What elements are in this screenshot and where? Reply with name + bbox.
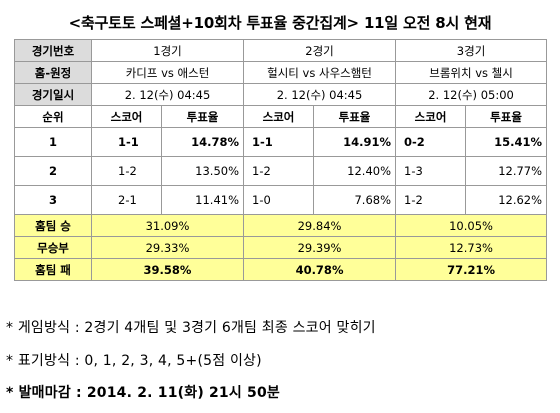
- game-1-rank-2-score: 1-2: [91, 156, 162, 186]
- game-2-rank-1-score: 1-1: [243, 127, 315, 157]
- rank-number: 3: [14, 185, 92, 215]
- game-1-rank-2-rate: 13.50%: [160, 156, 245, 186]
- game-2-datetime: 2. 12(수) 04:45: [243, 83, 397, 106]
- rank-number: 2: [14, 156, 92, 186]
- game-3-home-loss: 77.21%: [395, 258, 548, 281]
- row-label-home-away: 홈-원정: [14, 61, 92, 84]
- game-2-score-header: 스코어: [243, 105, 315, 128]
- game-1-datetime: 2. 12(수) 04:45: [90, 83, 245, 106]
- game-3-rank-2-rate: 12.77%: [465, 156, 548, 186]
- game-1-home-loss: 39.58%: [90, 258, 245, 281]
- vote-rate-table: 경기번호 1경기 2경기 3경기 홈-원정 카디프 vs 애스턴 헐시티 vs …: [14, 39, 548, 281]
- game-3-rank-1-rate: 15.41%: [465, 127, 548, 157]
- rank-number: 1: [14, 127, 92, 157]
- game-1-rank-1-score: 1-1: [91, 127, 162, 157]
- game-3-rank-3-score: 1-2: [395, 185, 467, 215]
- note-notation: * 표기방식 : 0, 1, 2, 3, 4, 5+(5점 이상): [6, 353, 262, 369]
- home-win-row: 홈팀 승 31.09% 29.84% 10.05%: [14, 214, 548, 237]
- game-2-rate-header: 투표율: [313, 105, 397, 128]
- game-3-score-header: 스코어: [395, 105, 467, 128]
- game-3-datetime: 2. 12(수) 05:00: [395, 83, 548, 106]
- game-2-rank-3-rate: 7.68%: [313, 185, 397, 215]
- game-2-rank-2-score: 1-2: [243, 156, 315, 186]
- game-2-rank-1-rate: 14.91%: [313, 127, 397, 157]
- game-1-rank-3-score: 2-1: [91, 185, 162, 215]
- game-2-draw: 29.39%: [243, 236, 397, 259]
- game-3-rank-1-score: 0-2: [395, 127, 467, 157]
- game-3-rank-2-score: 1-3: [395, 156, 467, 186]
- row-label-home-win: 홈팀 승: [14, 214, 92, 237]
- note-sales-deadline: * 발매마감 : 2014. 2. 11(화) 21시 50분: [6, 385, 280, 401]
- rank-row-3: 3 2-1 11.41% 1-0 7.68% 1-2 12.62%: [14, 185, 548, 215]
- row-label-draw: 무승부: [14, 236, 92, 259]
- game-2-home-win: 29.84%: [243, 214, 397, 237]
- row-label-rank: 순위: [14, 105, 92, 128]
- game-1-score-header: 스코어: [91, 105, 162, 128]
- home-loss-row: 홈팀 패 39.58% 40.78% 77.21%: [14, 258, 548, 281]
- sub-header-row: 순위 스코어 투표율 스코어 투표율 스코어 투표율: [14, 105, 548, 128]
- row-label-game-no: 경기번호: [14, 39, 92, 62]
- game-2-no: 2경기: [243, 39, 397, 62]
- game-3-rate-header: 투표율: [465, 105, 548, 128]
- note-game-method: * 게임방식 : 2경기 4개팀 및 3경기 6개팀 최종 스코어 맞히기: [6, 320, 376, 336]
- game-3-home-win: 10.05%: [395, 214, 548, 237]
- game-1-matchup: 카디프 vs 애스턴: [90, 61, 245, 84]
- game-number-row: 경기번호 1경기 2경기 3경기: [14, 39, 548, 62]
- game-2-matchup: 헐시티 vs 사우스햄턴: [243, 61, 397, 84]
- datetime-row: 경기일시 2. 12(수) 04:45 2. 12(수) 04:45 2. 12…: [14, 83, 548, 106]
- game-3-matchup: 브롬위치 vs 첼시: [395, 61, 548, 84]
- row-label-home-loss: 홈팀 패: [14, 258, 92, 281]
- rank-row-2: 2 1-2 13.50% 1-2 12.40% 1-3 12.77%: [14, 156, 548, 186]
- game-2-rank-2-rate: 12.40%: [313, 156, 397, 186]
- game-1-rate-header: 투표율: [160, 105, 245, 128]
- game-2-home-loss: 40.78%: [243, 258, 397, 281]
- game-1-draw: 29.33%: [90, 236, 245, 259]
- draw-row: 무승부 29.33% 29.39% 12.73%: [14, 236, 548, 259]
- game-1-no: 1경기: [90, 39, 245, 62]
- game-1-rank-1-rate: 14.78%: [160, 127, 245, 157]
- game-1-home-win: 31.09%: [90, 214, 245, 237]
- game-3-no: 3경기: [395, 39, 548, 62]
- game-2-rank-3-score: 1-0: [243, 185, 315, 215]
- rank-row-1: 1 1-1 14.78% 1-1 14.91% 0-2 15.41%: [14, 127, 548, 157]
- page-title: <축구토토 스페셜+10회차 투표율 중간집계> 11일 오전 8시 현재: [68, 14, 492, 32]
- matchup-row: 홈-원정 카디프 vs 애스턴 헐시티 vs 사우스햄턴 브롬위치 vs 첼시: [14, 61, 548, 84]
- game-3-rank-3-rate: 12.62%: [465, 185, 548, 215]
- game-3-draw: 12.73%: [395, 236, 548, 259]
- game-1-rank-3-rate: 11.41%: [160, 185, 245, 215]
- row-label-date: 경기일시: [14, 83, 92, 106]
